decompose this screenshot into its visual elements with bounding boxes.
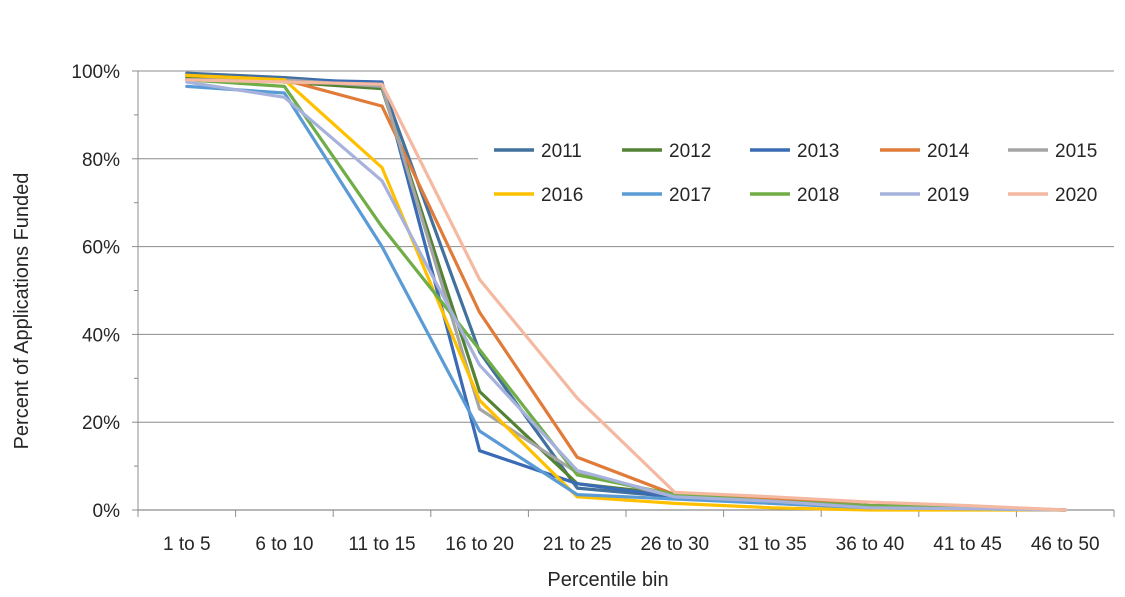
legend-entry-2020: 2020 [1008, 185, 1097, 206]
series-line-2019 [185, 80, 1067, 512]
x-tick-label: 1 to 5 [163, 534, 211, 555]
legend-entry-2018: 2018 [750, 185, 839, 206]
legend-label: 2011 [541, 141, 582, 162]
x-tick-label: 21 to 25 [543, 534, 612, 555]
legend: 2011 2012 2013 2014 2015 2016 2017 2018 2019 2020 [478, 122, 1114, 214]
y-tick-label: 40% [82, 325, 120, 346]
legend-entry-2011: 2011 [494, 141, 582, 162]
legend-entry-2013: 2013 [750, 141, 839, 162]
y-tick-label: 80% [82, 150, 120, 171]
legend-label: 2020 [1055, 185, 1097, 206]
legend-label: 2017 [669, 185, 711, 206]
x-tick-label: 26 to 30 [640, 534, 709, 555]
x-tick-label: 46 to 50 [1031, 534, 1100, 555]
x-tick-label: 31 to 35 [738, 534, 807, 555]
legend-background [478, 122, 1114, 214]
legend-entry-2014: 2014 [880, 141, 970, 162]
legend-entry-2019: 2019 [880, 185, 969, 206]
y-tick-label: 60% [82, 238, 120, 259]
x-tick-label: 6 to 10 [255, 534, 313, 555]
y-axis-title: Percent of Applications Funded [11, 173, 33, 450]
legend-label: 2013 [797, 141, 839, 162]
series-lines [185, 71, 1067, 512]
legend-label: 2016 [541, 185, 583, 206]
legend-label: 2012 [669, 141, 711, 162]
legend-entry-2012: 2012 [622, 141, 711, 162]
series-line-2016 [185, 73, 1067, 512]
legend-label: 2018 [797, 185, 839, 206]
legend-label: 2014 [927, 141, 970, 162]
legend-entry-2015: 2015 [1008, 141, 1097, 162]
y-tick-label: 100% [71, 62, 120, 83]
legend-label: 2019 [927, 185, 969, 206]
x-tick-label: 41 to 45 [933, 534, 1002, 555]
axes: 0% 20% 40% 60% 80% 100% 1 to 5 6 to 10 11 to 15 1… [71, 62, 1115, 555]
y-tick-label: 0% [93, 501, 121, 522]
x-tick-label: 11 to 15 [348, 534, 415, 555]
legend-entry-2017: 2017 [622, 185, 711, 206]
x-tick-label: 16 to 20 [445, 534, 514, 555]
x-axis-title: Percentile bin [547, 569, 668, 591]
y-tick-label: 20% [82, 413, 120, 434]
series-line-2020 [185, 78, 1067, 512]
legend-entry-2016: 2016 [494, 185, 583, 206]
legend-label: 2015 [1055, 141, 1097, 162]
x-tick-label: 36 to 40 [836, 534, 905, 555]
